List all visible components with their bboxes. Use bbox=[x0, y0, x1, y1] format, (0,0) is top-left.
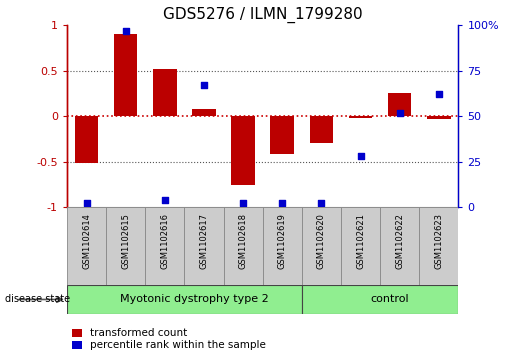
Bar bbox=[153, 69, 177, 116]
Text: GSM1102620: GSM1102620 bbox=[317, 213, 326, 269]
Bar bbox=[270, 116, 294, 154]
Bar bbox=[145, 207, 184, 285]
Bar bbox=[106, 207, 145, 285]
Point bbox=[356, 153, 365, 159]
Text: disease state: disease state bbox=[5, 294, 70, 305]
Bar bbox=[114, 34, 138, 116]
Point bbox=[200, 82, 208, 88]
Bar bbox=[224, 207, 263, 285]
Text: GSM1102616: GSM1102616 bbox=[160, 213, 169, 269]
Bar bbox=[380, 207, 419, 285]
Bar bbox=[310, 116, 333, 143]
Point bbox=[278, 200, 286, 206]
Point bbox=[239, 200, 247, 206]
Text: GSM1102622: GSM1102622 bbox=[395, 213, 404, 269]
Point bbox=[396, 110, 404, 115]
Text: control: control bbox=[371, 294, 409, 305]
Text: GSM1102621: GSM1102621 bbox=[356, 213, 365, 269]
Title: GDS5276 / ILMN_1799280: GDS5276 / ILMN_1799280 bbox=[163, 7, 363, 23]
Bar bbox=[75, 116, 98, 163]
Point bbox=[161, 197, 169, 203]
Bar bbox=[184, 207, 224, 285]
Point bbox=[435, 91, 443, 97]
Bar bbox=[388, 94, 411, 116]
Bar bbox=[427, 116, 451, 119]
Text: GSM1102619: GSM1102619 bbox=[278, 213, 287, 269]
Bar bbox=[302, 207, 341, 285]
Text: GSM1102614: GSM1102614 bbox=[82, 213, 91, 269]
Bar bbox=[67, 285, 302, 314]
Bar bbox=[419, 207, 458, 285]
Bar bbox=[341, 207, 380, 285]
Text: GSM1102615: GSM1102615 bbox=[121, 213, 130, 269]
Bar bbox=[263, 207, 302, 285]
Bar bbox=[67, 207, 106, 285]
Bar bbox=[231, 116, 255, 185]
Point bbox=[317, 200, 325, 206]
Text: GSM1102623: GSM1102623 bbox=[434, 213, 443, 269]
Text: GSM1102617: GSM1102617 bbox=[199, 213, 209, 269]
Bar bbox=[302, 285, 458, 314]
Text: Myotonic dystrophy type 2: Myotonic dystrophy type 2 bbox=[120, 294, 268, 305]
Legend: transformed count, percentile rank within the sample: transformed count, percentile rank withi… bbox=[72, 328, 266, 350]
Point bbox=[82, 200, 91, 206]
Bar bbox=[349, 116, 372, 118]
Text: GSM1102618: GSM1102618 bbox=[238, 213, 248, 269]
Bar bbox=[192, 109, 216, 116]
Point bbox=[122, 28, 130, 34]
